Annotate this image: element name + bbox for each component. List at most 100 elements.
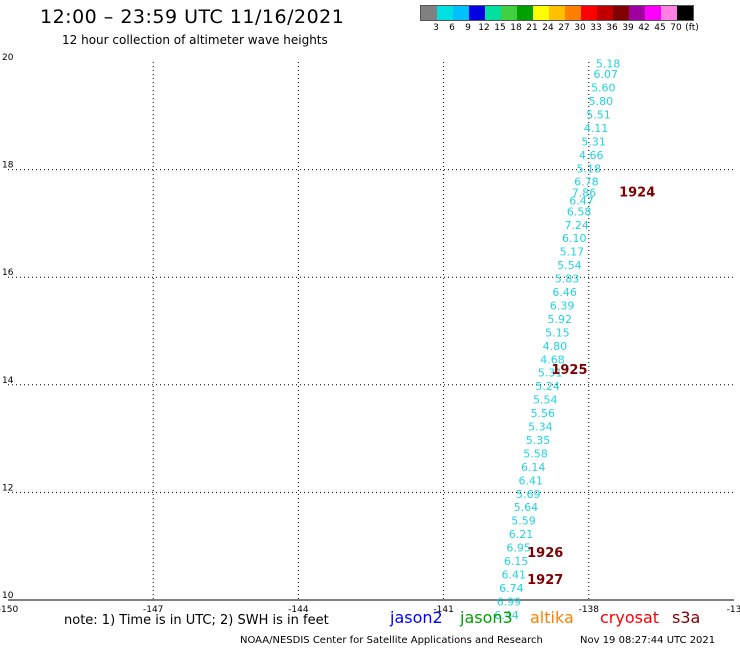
color-swatch [421,6,437,20]
legend-s3a: s3a [672,608,701,627]
y-tick-label: 20 [2,53,14,63]
color-scale-label: 12 [478,23,490,33]
wave-height-point: 5.51 [586,108,611,121]
wave-height-point: 4.80 [543,340,568,353]
wave-height-point: 6.21 [509,528,534,541]
color-swatch [565,6,581,20]
wave-height-point: 6.41 [502,568,527,581]
pass-time-label: 1927 [527,573,563,588]
y-tick-label: 10 [2,591,14,601]
color-scale-label: 39 [622,23,634,33]
color-scale-legend: 3 6 9 12 15 18 21 24 27 30 33 36 39 42 45 70 (ft) [420,5,699,35]
wave-height-point: 5.60 [591,82,616,95]
wave-height-point: 5.80 [589,95,614,108]
credit-text: NOAA/NESDIS Center for Satellite Applica… [240,635,543,646]
wave-height-point: 5.17 [560,246,585,259]
wave-height-point: 5.35 [526,434,551,447]
x-tick-label: -13 [727,605,740,615]
color-scale-swatches [420,5,694,21]
pass-time-label: 1925 [551,363,587,378]
legend-altika: altika [530,608,574,627]
wave-height-point: 4.66 [579,149,604,162]
legend-jason3: jason3 [460,608,513,627]
color-scale-label: (ft) [685,23,699,33]
color-scale-label: 6 [449,23,455,33]
wave-height-point: 6.46 [552,286,577,299]
legend-cryosat: cryosat [600,608,660,627]
wave-height-point: 5.18 [577,162,602,175]
wave-height-point: 6.10 [562,232,587,245]
page-title: 12:00 – 23:59 UTC 11/16/2021 [40,6,345,28]
y-tick-label: 14 [2,376,14,386]
wave-height-point: 5.64 [514,501,539,514]
color-scale-label: 21 [526,23,538,33]
wave-height-point: 6.39 [550,299,575,312]
wave-height-point: 5.59 [511,515,536,528]
wave-height-point: 6.74 [499,582,524,595]
color-swatch [501,6,517,20]
color-swatch [533,6,549,20]
color-scale-label: 24 [542,23,554,33]
color-swatch [453,6,469,20]
y-tick-label: 12 [2,483,13,493]
wave-height-point: 5.83 [555,273,580,286]
wave-height-point: 7.24 [564,219,589,232]
color-swatch [677,6,693,20]
wave-height-point: 7.86 [572,187,597,200]
color-swatch [613,6,629,20]
wave-height-point: 6.78 [574,176,599,189]
color-scale-labels: 3 6 9 12 15 18 21 24 27 30 33 36 39 42 45 70 (ft) [420,21,699,35]
color-scale-label: 15 [494,23,506,33]
wave-height-point: 5.15 [545,326,570,339]
color-swatch [597,6,613,20]
x-tick-label: -144 [288,605,309,615]
color-scale-label: 33 [590,23,602,33]
wave-height-point: 6.44 [494,609,519,622]
wave-height-point: 5.54 [533,394,558,407]
units-note: note: 1) Time is in UTC; 2) SWH is in fe… [64,613,329,628]
x-tick-label: -141 [433,605,453,615]
wave-height-point: 6.95 [506,542,531,555]
color-scale-label: 3 [433,23,439,33]
wave-height-point: 4.11 [584,122,609,135]
pass-time-label: 1924 [619,186,655,201]
wave-height-point: 5.69 [516,488,541,501]
wave-height-point: 5.31 [581,135,606,148]
wave-height-point: 5.24 [535,380,560,393]
color-swatch [517,6,533,20]
color-swatch [661,6,677,20]
wave-height-point: 5.54 [557,259,582,272]
wave-height-point: 5.58 [523,447,548,460]
wave-height-point: 6.41 [518,474,543,487]
color-scale-label: 42 [638,23,650,33]
y-tick-label: 16 [2,268,14,278]
legend-jason2: jason2 [390,608,443,627]
wave-height-point: 5.34 [528,421,553,434]
color-scale-label: 45 [654,23,666,33]
pass-time-label: 1926 [527,546,563,561]
wave-height-point: 6.07 [593,68,618,81]
wave-height-point: 5.18 [596,57,621,70]
wave-height-point: 5.92 [548,313,573,326]
wave-height-point: 6.14 [521,461,546,474]
color-scale-label: 9 [465,23,471,33]
x-tick-label: -150 [0,605,18,615]
color-scale-label: 70 [670,23,682,33]
page-subtitle: 12 hour collection of altimeter wave hei… [62,33,328,47]
color-scale-label: 30 [574,23,586,33]
wave-height-point: 4.68 [540,353,565,366]
color-scale-label: 18 [510,23,522,33]
color-swatch [549,6,565,20]
wave-height-point: 6.58 [567,205,592,218]
x-tick-label: -147 [143,605,163,615]
color-swatch [469,6,485,20]
wave-height-point: 6.99 [497,595,522,608]
wave-height-point: 5.56 [531,407,556,420]
color-swatch [645,6,661,20]
wave-height-point: 6.47 [569,195,594,208]
y-tick-label: 18 [2,161,14,171]
x-tick-label: -138 [579,605,600,615]
generated-timestamp: Nov 19 08:27:44 UTC 2021 [580,635,716,646]
color-swatch [629,6,645,20]
